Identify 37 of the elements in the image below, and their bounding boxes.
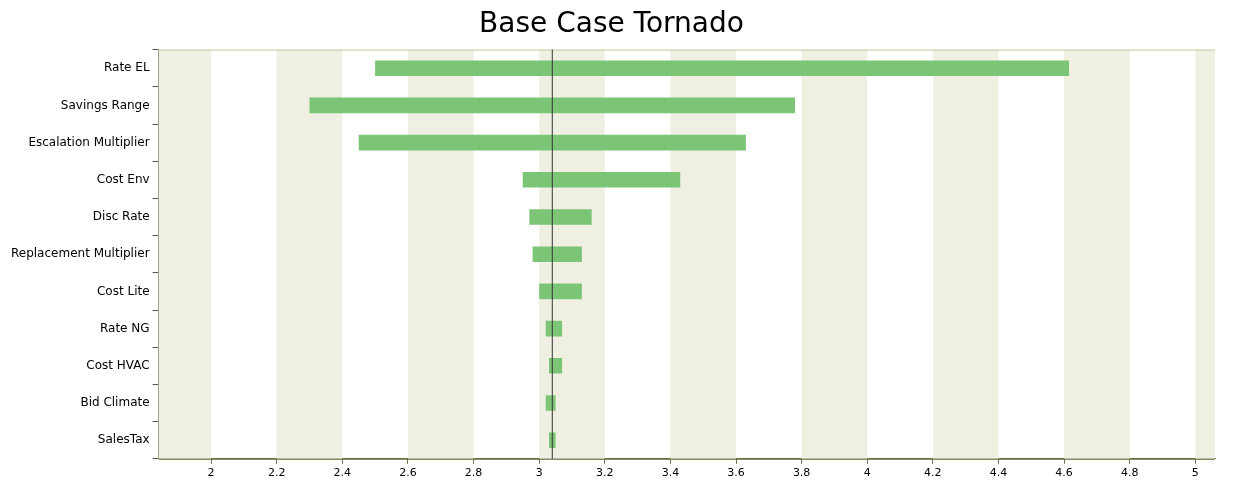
bar (358, 134, 746, 151)
x-tick-label: 3 (535, 466, 543, 480)
y-tick-label: Replacement Multiplier (10, 246, 150, 261)
bar (549, 357, 563, 374)
x-tick-label: 4.2 (924, 466, 942, 480)
bar (375, 60, 1070, 77)
y-tick-label: Rate NG (99, 320, 150, 335)
y-tick-label: Cost HVAC (86, 357, 150, 372)
bar (545, 395, 556, 411)
y-tick-label: SalesTax (97, 432, 150, 447)
x-tick-label: 4 (863, 466, 871, 480)
x-tick-label: 2.8 (464, 466, 483, 480)
x-tick-label: 4.4 (989, 466, 1008, 480)
x-tick-label: 3.2 (596, 466, 614, 480)
x-tick-label: 2.2 (267, 466, 286, 480)
y-tick-label: Bid Climate (80, 395, 150, 410)
x-tick-label: 4.8 (1120, 466, 1139, 480)
bar (539, 283, 582, 300)
x-tick-label: 4.6 (1055, 466, 1073, 480)
y-tick-label: Escalation Multiplier (28, 134, 150, 149)
x-tick-label: 3.4 (661, 466, 680, 480)
x-tick-label: 3.6 (727, 466, 745, 480)
y-tick-label: Savings Range (60, 97, 150, 112)
y-tick-label: Disc Rate (92, 209, 150, 224)
chart-title: Base Case Tornado (479, 6, 744, 40)
y-tick-label: Cost Lite (96, 283, 150, 298)
x-tick-label: 3.8 (792, 466, 811, 480)
bar (309, 97, 796, 114)
bar (529, 209, 592, 225)
x-tick-label: 5 (1191, 466, 1199, 480)
x-tick-label: 2.4 (333, 466, 352, 480)
x-tick-label: 2 (207, 466, 215, 480)
x-tick-label: 2.6 (399, 466, 417, 480)
y-tick-label: Rate EL (103, 60, 150, 75)
y-tick-label: Cost Env (96, 171, 150, 186)
bar (532, 246, 582, 263)
bar (522, 171, 681, 188)
